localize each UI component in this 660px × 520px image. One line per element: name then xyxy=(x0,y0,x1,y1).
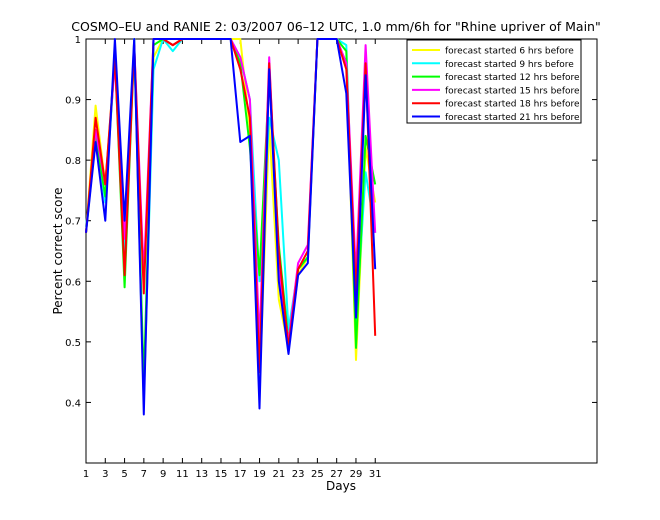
x-tick-label: 7 xyxy=(141,469,147,480)
x-axis-label: Days xyxy=(326,479,356,493)
plot-area xyxy=(85,38,598,464)
y-tick-label: 1 xyxy=(75,35,81,46)
series-line-5 xyxy=(85,38,377,374)
x-tick-label: 31 xyxy=(369,469,382,480)
legend-label-1: forecast started 6 hrs before xyxy=(445,47,574,57)
series-lines xyxy=(85,38,377,416)
y-tick-label: 0.4 xyxy=(65,398,81,409)
y-axis: 0.4 0.5 0.6 0.7 0.8 0.9 1 xyxy=(65,35,597,409)
x-tick-label: 17 xyxy=(234,469,247,480)
x-tick-label: 13 xyxy=(195,469,208,480)
y-tick-label: 0.8 xyxy=(65,156,81,167)
series-line-3 xyxy=(85,38,377,386)
x-tick-label: 21 xyxy=(272,469,285,480)
x-tick-label: 5 xyxy=(121,469,127,480)
x-tick-label: 19 xyxy=(253,469,266,480)
y-tick-label: 0.5 xyxy=(65,338,81,349)
legend-box xyxy=(406,39,582,124)
x-tick-label: 11 xyxy=(176,469,189,480)
series-line-1 xyxy=(85,38,377,404)
y-axis-label: Percent correct score xyxy=(51,187,65,314)
x-tick-label: 3 xyxy=(102,469,108,480)
y-tick-label: 0.9 xyxy=(65,96,81,107)
x-axis: 1 3 5 7 9 11 13 15 17 19 21 23 25 27 29 31 xyxy=(83,39,382,480)
chart-title: COSMO–EU and RANIE 2: 03/2007 06–12 UTC,… xyxy=(71,19,600,34)
x-tick-label: 23 xyxy=(292,469,305,480)
x-tick-label: 9 xyxy=(160,469,166,480)
series-line-6 xyxy=(85,38,377,416)
x-tick-label: 1 xyxy=(83,469,89,480)
legend-label-6: forecast started 21 hrs before xyxy=(445,113,580,123)
legend-label-5: forecast started 18 hrs before xyxy=(445,100,580,110)
x-tick-label: 15 xyxy=(215,469,228,480)
series-line-2 xyxy=(85,38,377,404)
legend-label-2: forecast started 9 hrs before xyxy=(445,60,574,70)
x-tick-label: 27 xyxy=(330,469,343,480)
legend-label-3: forecast started 12 hrs before xyxy=(445,73,580,83)
legend-items: forecast started 6 hrs before forecast st… xyxy=(412,47,580,123)
y-tick-label: 0.7 xyxy=(65,217,81,228)
legend-label-4: forecast started 15 hrs before xyxy=(445,86,580,96)
y-tick-label: 0.6 xyxy=(65,277,81,288)
x-tick-label: 25 xyxy=(311,469,324,480)
x-tick-label: 29 xyxy=(350,469,363,480)
legend: forecast started 6 hrs before forecast st… xyxy=(406,39,582,124)
